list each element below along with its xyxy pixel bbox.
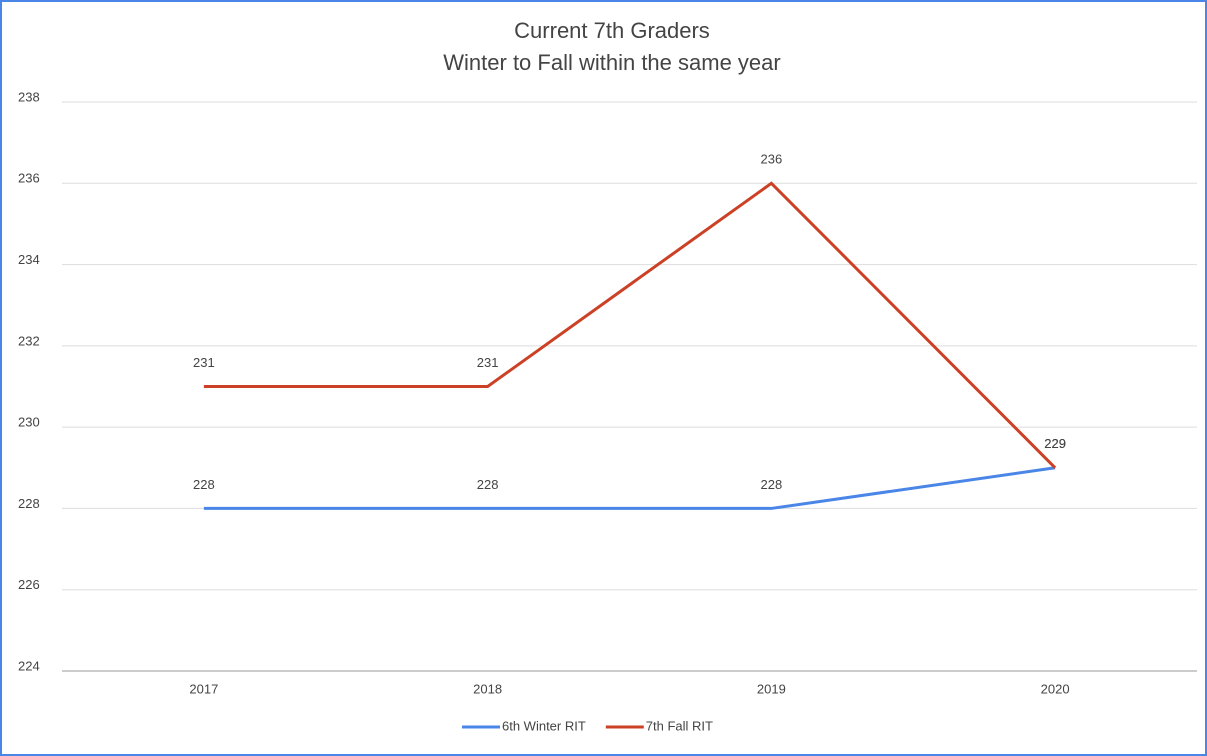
y-tick-label: 238 [18,89,40,104]
y-tick-label: 224 [18,658,40,673]
chart-subtitle: Winter to Fall within the same year [443,50,780,75]
chart-title: Current 7th Graders [514,18,710,43]
x-tick-label: 2020 [1041,681,1070,696]
y-tick-label: 236 [18,171,40,186]
x-tick-label: 2017 [189,681,218,696]
data-label: 229 [1044,436,1066,451]
series-line [203,181,1057,469]
y-tick-label: 226 [18,577,40,592]
data-label: 228 [193,477,215,492]
data-label: 228 [761,477,783,492]
legend-label: 7th Fall RIT [646,718,713,733]
data-label: 228 [477,477,499,492]
x-tick-label: 2019 [757,681,786,696]
series-line [203,466,1056,510]
legend-label: 6th Winter RIT [502,718,586,733]
data-label: 231 [477,355,499,370]
data-label: 231 [193,355,215,370]
y-tick-label: 234 [18,252,40,267]
y-tick-label: 228 [18,496,40,511]
data-label: 236 [761,152,783,167]
data-label: 229 [1044,436,1066,451]
x-tick-label: 2018 [473,681,502,696]
y-tick-label: 230 [18,415,40,430]
y-tick-label: 232 [18,333,40,348]
